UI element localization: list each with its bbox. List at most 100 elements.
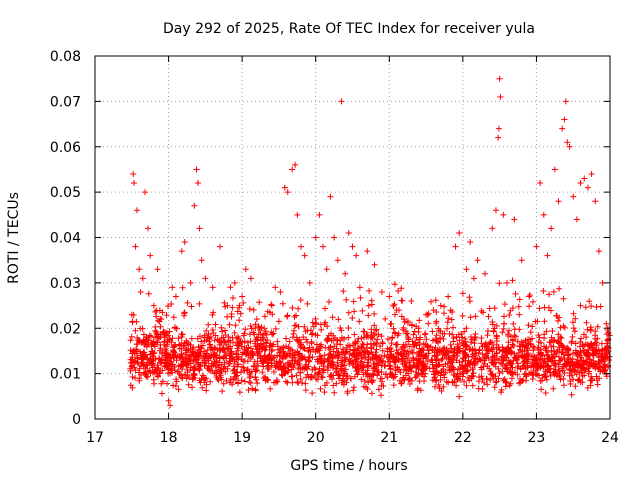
data-point	[152, 323, 159, 330]
data-point	[447, 341, 454, 348]
x-tick-label: 18	[160, 430, 178, 446]
data-point	[440, 371, 447, 378]
data-point	[172, 293, 179, 300]
data-point	[361, 328, 368, 335]
data-point	[398, 285, 405, 292]
data-point	[246, 374, 253, 381]
data-point	[458, 330, 465, 337]
data-point	[387, 320, 394, 327]
data-point	[259, 346, 266, 353]
data-point	[525, 322, 532, 329]
data-point	[533, 243, 540, 250]
data-point	[236, 389, 243, 396]
data-point	[481, 354, 488, 361]
data-point	[545, 363, 552, 370]
data-point	[272, 364, 279, 371]
data-point	[535, 372, 542, 379]
data-point	[279, 372, 286, 379]
data-point	[349, 243, 356, 250]
data-point	[560, 295, 567, 302]
y-axis-label: ROTI / TECUs	[6, 192, 22, 284]
data-point	[151, 364, 158, 371]
data-point	[371, 261, 378, 268]
data-point	[529, 323, 536, 330]
data-point	[545, 304, 552, 311]
data-point	[143, 333, 150, 340]
data-point	[144, 225, 151, 232]
data-point	[334, 359, 341, 366]
data-point	[371, 322, 378, 329]
data-point	[391, 359, 398, 366]
data-point	[491, 305, 498, 312]
data-point	[128, 333, 135, 340]
data-point	[324, 336, 331, 343]
data-point	[334, 336, 341, 343]
data-point	[237, 310, 244, 317]
data-point	[201, 357, 208, 364]
data-point	[408, 321, 415, 328]
data-point	[453, 357, 460, 364]
data-point	[242, 326, 249, 333]
data-point	[154, 266, 161, 273]
data-point	[305, 363, 312, 370]
chart-title: Day 292 of 2025, Rate Of TEC Index for r…	[163, 21, 535, 37]
data-point	[395, 330, 402, 337]
data-point	[224, 313, 231, 320]
data-point	[338, 327, 345, 334]
y-tick-label: 0.03	[50, 276, 81, 292]
data-point	[334, 353, 341, 360]
data-point	[274, 343, 281, 350]
data-point	[139, 275, 146, 282]
data-point	[256, 299, 263, 306]
data-point	[226, 379, 233, 386]
data-point	[154, 373, 161, 380]
data-point	[235, 380, 242, 387]
x-tick-label: 19	[233, 430, 251, 446]
data-point	[312, 321, 319, 328]
data-point	[528, 353, 535, 360]
data-point	[399, 360, 406, 367]
data-point	[223, 352, 230, 359]
data-point	[410, 354, 417, 361]
data-point	[316, 211, 323, 218]
data-point	[433, 377, 440, 384]
data-point	[558, 335, 565, 342]
data-point	[231, 356, 238, 363]
data-point	[596, 349, 603, 356]
data-point	[187, 279, 194, 286]
data-point	[189, 384, 196, 391]
data-point	[219, 388, 226, 395]
data-point	[593, 348, 600, 355]
data-point	[221, 299, 228, 306]
data-point	[345, 334, 352, 341]
data-point	[463, 266, 470, 273]
data-point	[554, 348, 561, 355]
data-point	[190, 344, 197, 351]
data-point	[392, 358, 399, 365]
data-point	[467, 239, 474, 246]
data-point	[312, 234, 319, 241]
data-point	[490, 375, 497, 382]
data-point	[344, 375, 351, 382]
data-point	[150, 356, 157, 363]
data-point	[509, 304, 516, 311]
x-tick-label: 22	[454, 430, 472, 446]
data-point	[561, 355, 568, 362]
data-point	[531, 344, 538, 351]
data-point	[501, 313, 508, 320]
x-tick-label: 21	[380, 430, 398, 446]
data-point	[162, 362, 169, 369]
data-point	[178, 340, 185, 347]
data-point	[289, 347, 296, 354]
data-point	[335, 349, 342, 356]
data-point	[278, 367, 285, 374]
y-tick-label: 0.08	[50, 49, 81, 65]
data-point	[321, 358, 328, 365]
data-point	[309, 390, 316, 397]
data-point	[182, 349, 189, 356]
data-point	[405, 335, 412, 342]
data-point	[274, 378, 281, 385]
data-point	[294, 378, 301, 385]
data-point	[265, 362, 272, 369]
data-point	[223, 377, 230, 384]
